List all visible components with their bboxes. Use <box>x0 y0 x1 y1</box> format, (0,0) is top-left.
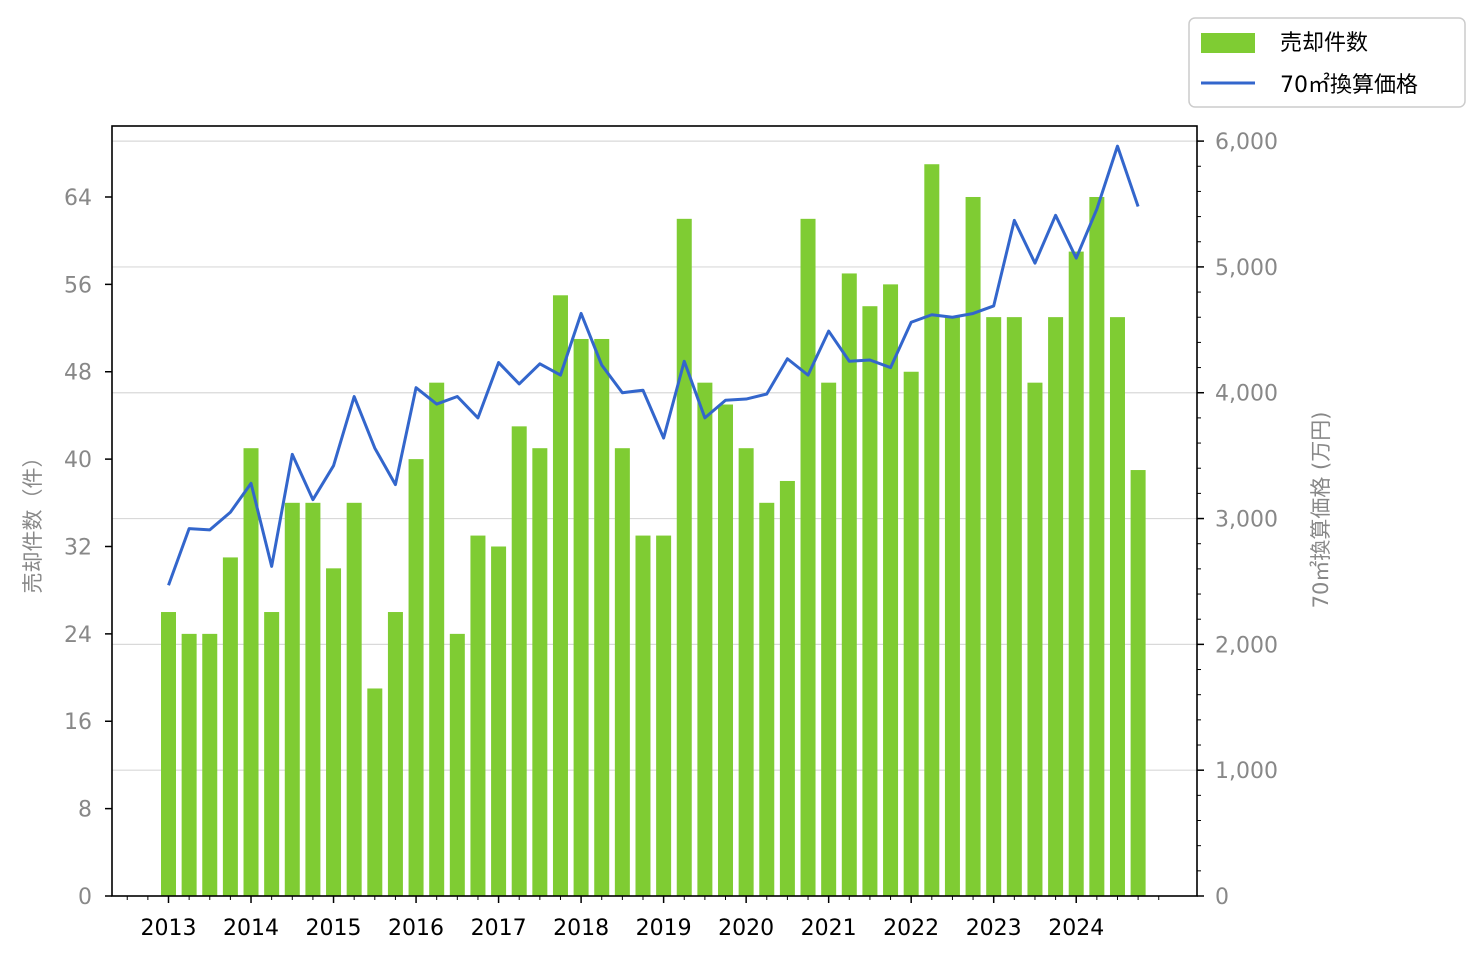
bar <box>470 535 486 896</box>
right-tick-label: 5,000 <box>1215 256 1278 281</box>
bar <box>181 633 197 896</box>
left-tick-label: 8 <box>78 798 92 823</box>
x-tick-label: 2023 <box>966 916 1022 941</box>
bar <box>656 535 672 896</box>
bar-series <box>161 164 1146 897</box>
bar <box>264 612 280 896</box>
right-tick-label: 4,000 <box>1215 382 1278 407</box>
right-tick-label: 2,000 <box>1215 633 1278 658</box>
left-tick-label: 32 <box>64 535 92 560</box>
bar <box>800 218 816 896</box>
legend-box <box>1188 17 1466 108</box>
bar <box>161 612 176 896</box>
bar <box>821 382 837 897</box>
bar <box>387 612 403 896</box>
bar <box>491 546 507 896</box>
left-tick-label: 16 <box>64 710 92 735</box>
bar <box>408 459 424 896</box>
bar <box>862 306 878 896</box>
bar <box>552 295 568 896</box>
bar <box>222 557 238 896</box>
bar <box>284 502 300 896</box>
line-series <box>167 144 1140 586</box>
x-tick-label: 2018 <box>553 916 609 941</box>
bar <box>429 382 445 897</box>
bar <box>676 218 692 896</box>
bar <box>924 164 940 897</box>
bar <box>511 426 527 896</box>
bar <box>1109 317 1125 896</box>
bar <box>779 480 795 896</box>
right-tick-label: 1,000 <box>1215 759 1278 784</box>
x-tick-label: 2016 <box>388 916 444 941</box>
right-tick-label: 3,000 <box>1215 508 1278 533</box>
right-tick-label: 0 <box>1215 885 1229 910</box>
x-tick-label: 2015 <box>306 916 362 941</box>
left-tick-label: 56 <box>64 273 92 298</box>
plot-frame <box>111 125 1198 897</box>
bar <box>635 535 651 896</box>
bar <box>449 633 465 896</box>
bar <box>614 448 630 896</box>
bar <box>738 448 754 896</box>
bar <box>202 633 218 896</box>
x-tick-label: 2017 <box>471 916 527 941</box>
bar <box>759 502 775 896</box>
bar <box>1089 196 1105 896</box>
left-tick-label: 48 <box>64 361 92 386</box>
bar <box>243 448 259 896</box>
x-tick-label: 2013 <box>141 916 197 941</box>
bar <box>594 338 610 896</box>
x-tick-label: 2019 <box>636 916 692 941</box>
bar <box>903 371 919 896</box>
bar <box>326 568 342 896</box>
bar <box>965 196 981 896</box>
left-tick-label: 40 <box>64 448 92 473</box>
bar <box>697 382 713 897</box>
bar <box>1068 251 1084 896</box>
bar <box>573 338 589 896</box>
axes: 0 8 16 24 32 40 48 56 64 0 1,000 2,000 3,000 4,000 5,0… <box>64 130 1278 941</box>
x-tick-label: 2014 <box>223 916 279 941</box>
bar <box>1130 470 1146 896</box>
bar <box>883 284 899 897</box>
bar <box>367 688 383 896</box>
bar <box>1048 317 1064 896</box>
left-tick-label: 0 <box>78 885 92 910</box>
right-axis-title: 70㎡換算価格 (万円) <box>1309 412 1333 609</box>
right-tick-label: 6,000 <box>1215 130 1278 155</box>
bar <box>1006 317 1022 896</box>
legend: 売却件数 70㎡換算価格 <box>1188 17 1466 108</box>
bar <box>986 317 1002 896</box>
left-tick-label: 24 <box>64 623 92 648</box>
legend-line-label: 70㎡換算価格 <box>1280 72 1418 98</box>
legend-bar-swatch <box>1201 33 1255 53</box>
price-line <box>167 144 1140 586</box>
x-tick-label: 2024 <box>1048 916 1104 941</box>
bar <box>346 502 362 896</box>
bar <box>944 317 960 896</box>
x-tick-label: 2022 <box>883 916 939 941</box>
bar <box>1027 382 1043 897</box>
x-tick-label: 2021 <box>801 916 857 941</box>
legend-bar-label: 売却件数 <box>1280 31 1368 56</box>
left-tick-label: 64 <box>64 186 92 211</box>
bar <box>718 404 734 896</box>
left-axis-title: 売却件数（件） <box>21 447 45 594</box>
x-tick-label: 2020 <box>718 916 774 941</box>
bar <box>841 273 857 897</box>
bar <box>305 502 321 896</box>
bar <box>532 448 548 896</box>
